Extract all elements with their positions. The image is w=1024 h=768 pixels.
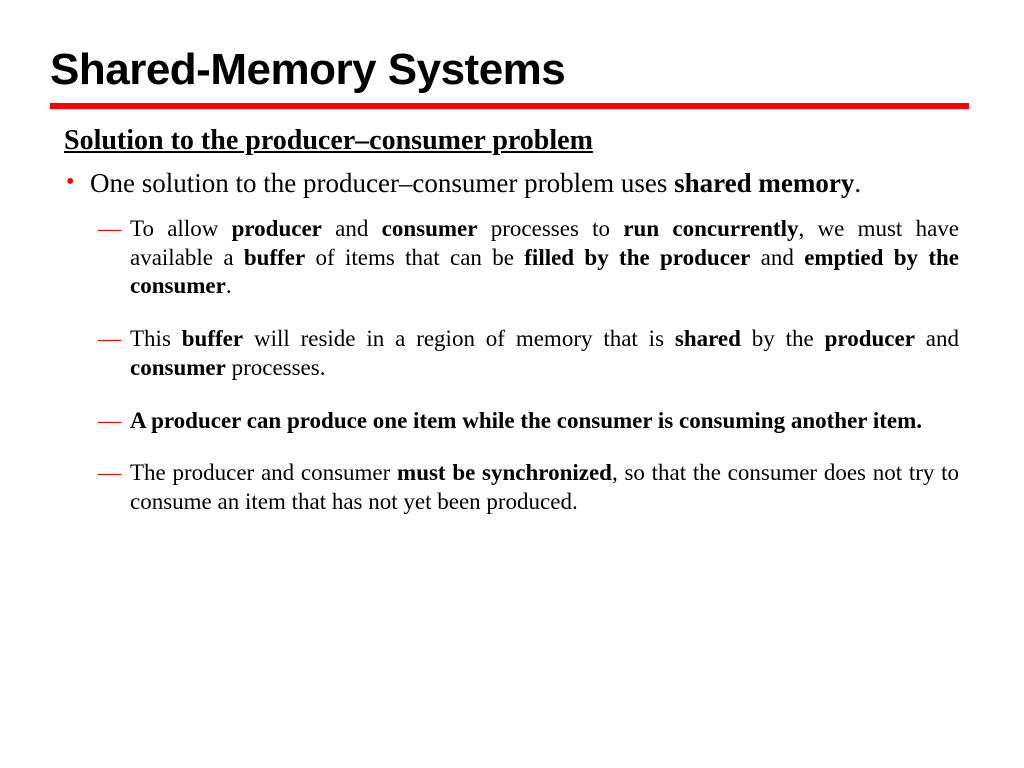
text-run: processes. [226, 355, 326, 380]
bold-run: shared [675, 326, 741, 351]
title-underline-rule [50, 103, 969, 109]
bold-run: A producer can produce one item while th… [130, 408, 922, 433]
bold-run: must be synchronized [397, 460, 612, 485]
text-run: This [130, 326, 182, 351]
text-run: processes to [477, 216, 623, 241]
text-run: and [750, 245, 804, 270]
sub-bullet: The producer and consumer must be synchr… [130, 459, 959, 517]
bold-run: shared memory [674, 168, 854, 198]
text-run: . [226, 273, 232, 298]
text-run: One solution to the producer–consumer pr… [90, 168, 674, 198]
text-run: . [854, 168, 861, 198]
slide-title: Shared-Memory Systems [50, 45, 969, 95]
text-run: by the [741, 326, 825, 351]
bold-run: run concurrently [623, 216, 798, 241]
sub-bullet: A producer can produce one item while th… [130, 407, 959, 436]
bold-run: consumer [382, 216, 478, 241]
bold-run: producer [232, 216, 322, 241]
top-bullet: One solution to the producer–consumer pr… [90, 167, 959, 201]
text-run: To allow [130, 216, 232, 241]
text-run: will reside in a region of memory that i… [243, 326, 675, 351]
bold-run: producer [825, 326, 915, 351]
bold-run: buffer [182, 326, 243, 351]
sub-bullet: This buffer will reside in a region of m… [130, 325, 959, 383]
slide-container: Shared-Memory Systems Solution to the pr… [0, 0, 1024, 768]
sub-bullet: To allow producer and consumer processes… [130, 215, 959, 301]
sub-bullet-list: To allow producer and consumer processes… [130, 215, 959, 517]
bold-run: filled by the producer [524, 245, 750, 270]
text-run: The producer and consumer [130, 460, 397, 485]
bold-run: consumer [130, 355, 226, 380]
bold-run: buffer [244, 245, 305, 270]
text-run: and [322, 216, 382, 241]
text-run: of items that can be [305, 245, 524, 270]
subtitle: Solution to the producer–consumer proble… [64, 125, 969, 157]
text-run: and [915, 326, 959, 351]
